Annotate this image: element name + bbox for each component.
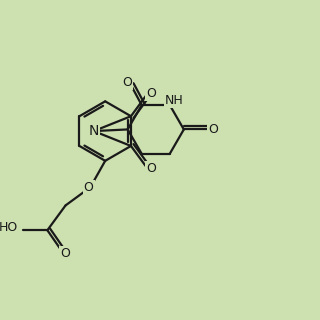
Text: O: O xyxy=(60,247,70,260)
Text: HO: HO xyxy=(0,221,18,234)
Text: O: O xyxy=(146,163,156,175)
Text: NH: NH xyxy=(164,94,183,107)
Text: O: O xyxy=(123,76,132,89)
Text: O: O xyxy=(208,123,218,136)
Text: O: O xyxy=(146,87,156,100)
Text: N: N xyxy=(89,124,99,138)
Text: O: O xyxy=(84,181,94,194)
